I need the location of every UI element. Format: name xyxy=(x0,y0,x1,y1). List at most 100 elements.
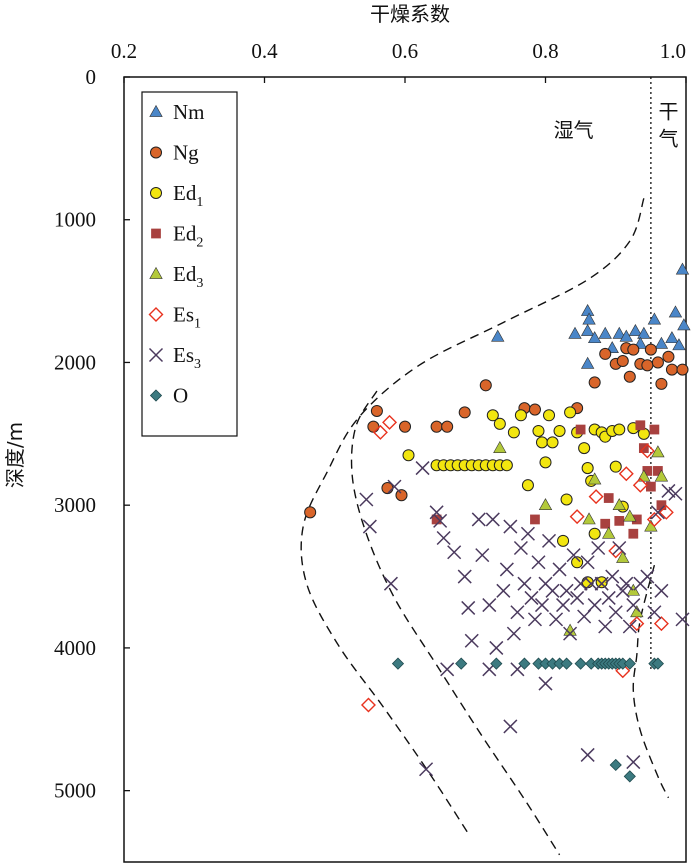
right-envelope xyxy=(632,564,670,799)
data-point xyxy=(382,414,398,430)
data-point xyxy=(517,576,532,591)
data-point xyxy=(644,343,657,356)
data-point xyxy=(573,576,588,591)
data-point xyxy=(575,424,586,435)
legend-marker xyxy=(149,389,163,402)
data-point xyxy=(574,657,587,670)
legend-marker xyxy=(149,146,163,159)
legend-label: Nm xyxy=(173,100,205,124)
data-point xyxy=(367,420,380,433)
data-point xyxy=(464,633,479,648)
data-point xyxy=(503,719,518,734)
data-point xyxy=(655,377,668,390)
data-point xyxy=(616,355,629,368)
data-point xyxy=(631,514,642,525)
data-point xyxy=(615,583,630,598)
legend-item: Ed3 xyxy=(149,262,203,291)
data-point xyxy=(599,347,612,360)
data-point xyxy=(534,598,550,613)
y-tick-label: 4000 xyxy=(54,636,96,660)
data-point xyxy=(528,403,541,416)
data-point xyxy=(499,562,514,577)
data-point xyxy=(383,576,398,591)
data-point xyxy=(668,305,683,318)
data-point xyxy=(582,312,596,325)
data-point xyxy=(642,466,653,476)
data-point xyxy=(510,605,525,620)
data-point xyxy=(503,519,518,534)
data-point xyxy=(475,548,490,563)
data-point xyxy=(577,609,592,624)
legend-item: Ng xyxy=(149,141,199,165)
legend-item: Ed1 xyxy=(149,181,203,210)
region-label: 干 xyxy=(658,99,678,123)
x-tick-label: 0.4 xyxy=(251,39,278,63)
data-point xyxy=(578,442,591,455)
data-point xyxy=(600,518,611,529)
data-point xyxy=(629,616,645,632)
x-tick-label: 0.6 xyxy=(392,39,418,63)
data-point xyxy=(654,583,669,598)
data-point xyxy=(602,526,616,539)
data-point xyxy=(591,540,606,556)
data-point xyxy=(628,323,643,336)
data-point xyxy=(649,424,660,435)
legend-item: Es3 xyxy=(148,343,201,372)
data-point xyxy=(566,548,581,563)
data-point xyxy=(458,406,471,419)
data-point xyxy=(402,449,415,462)
data-point xyxy=(549,612,564,627)
x-tick-label: 0.8 xyxy=(532,39,558,63)
y-axis-title: 深度/m xyxy=(3,422,27,488)
data-point xyxy=(521,479,534,492)
data-point xyxy=(603,493,614,503)
data-point xyxy=(654,336,669,349)
region-label: 湿气 xyxy=(554,118,594,142)
data-point xyxy=(580,303,595,316)
data-point xyxy=(360,697,376,713)
data-point xyxy=(496,583,511,598)
data-point xyxy=(461,600,476,615)
data-point xyxy=(485,512,500,527)
data-point xyxy=(580,323,595,336)
data-point xyxy=(639,443,655,459)
data-point xyxy=(482,598,497,613)
legend-item: Es1 xyxy=(148,303,201,332)
x-tick-label: 0.2 xyxy=(111,39,137,63)
data-point xyxy=(518,657,531,670)
data-point xyxy=(387,479,402,494)
legend-label: Es3 xyxy=(173,343,201,372)
envelope-curves xyxy=(300,198,670,856)
data-point xyxy=(580,356,595,369)
outer-envelope xyxy=(300,198,645,834)
data-point xyxy=(580,555,595,570)
data-point xyxy=(628,528,639,539)
data-point xyxy=(665,363,678,376)
x-axis: 0.2 0.4 0.6 0.8 1.0 xyxy=(111,39,687,83)
data-point xyxy=(304,506,317,519)
data-point xyxy=(560,493,573,506)
data-point xyxy=(653,466,663,476)
data-point xyxy=(650,505,665,520)
y-tick-label: 2000 xyxy=(54,350,96,374)
data-point xyxy=(612,498,626,511)
data-point xyxy=(546,436,559,449)
data-point xyxy=(647,312,662,325)
series-ed3 xyxy=(493,440,669,636)
region-label: 气 xyxy=(658,127,678,151)
data-point xyxy=(619,576,634,591)
data-point xyxy=(675,262,690,275)
data-point xyxy=(557,534,570,547)
data-point xyxy=(584,576,599,591)
data-point xyxy=(601,590,616,605)
data-point xyxy=(637,326,651,339)
data-point xyxy=(569,509,585,525)
data-point xyxy=(630,605,644,618)
data-point xyxy=(513,540,528,556)
data-point xyxy=(398,420,412,433)
data-point xyxy=(455,657,468,670)
data-point xyxy=(675,612,690,627)
data-point xyxy=(626,755,641,770)
y-axis: 0 1000 2000 3000 4000 5000 xyxy=(54,65,130,803)
data-points xyxy=(304,262,691,783)
